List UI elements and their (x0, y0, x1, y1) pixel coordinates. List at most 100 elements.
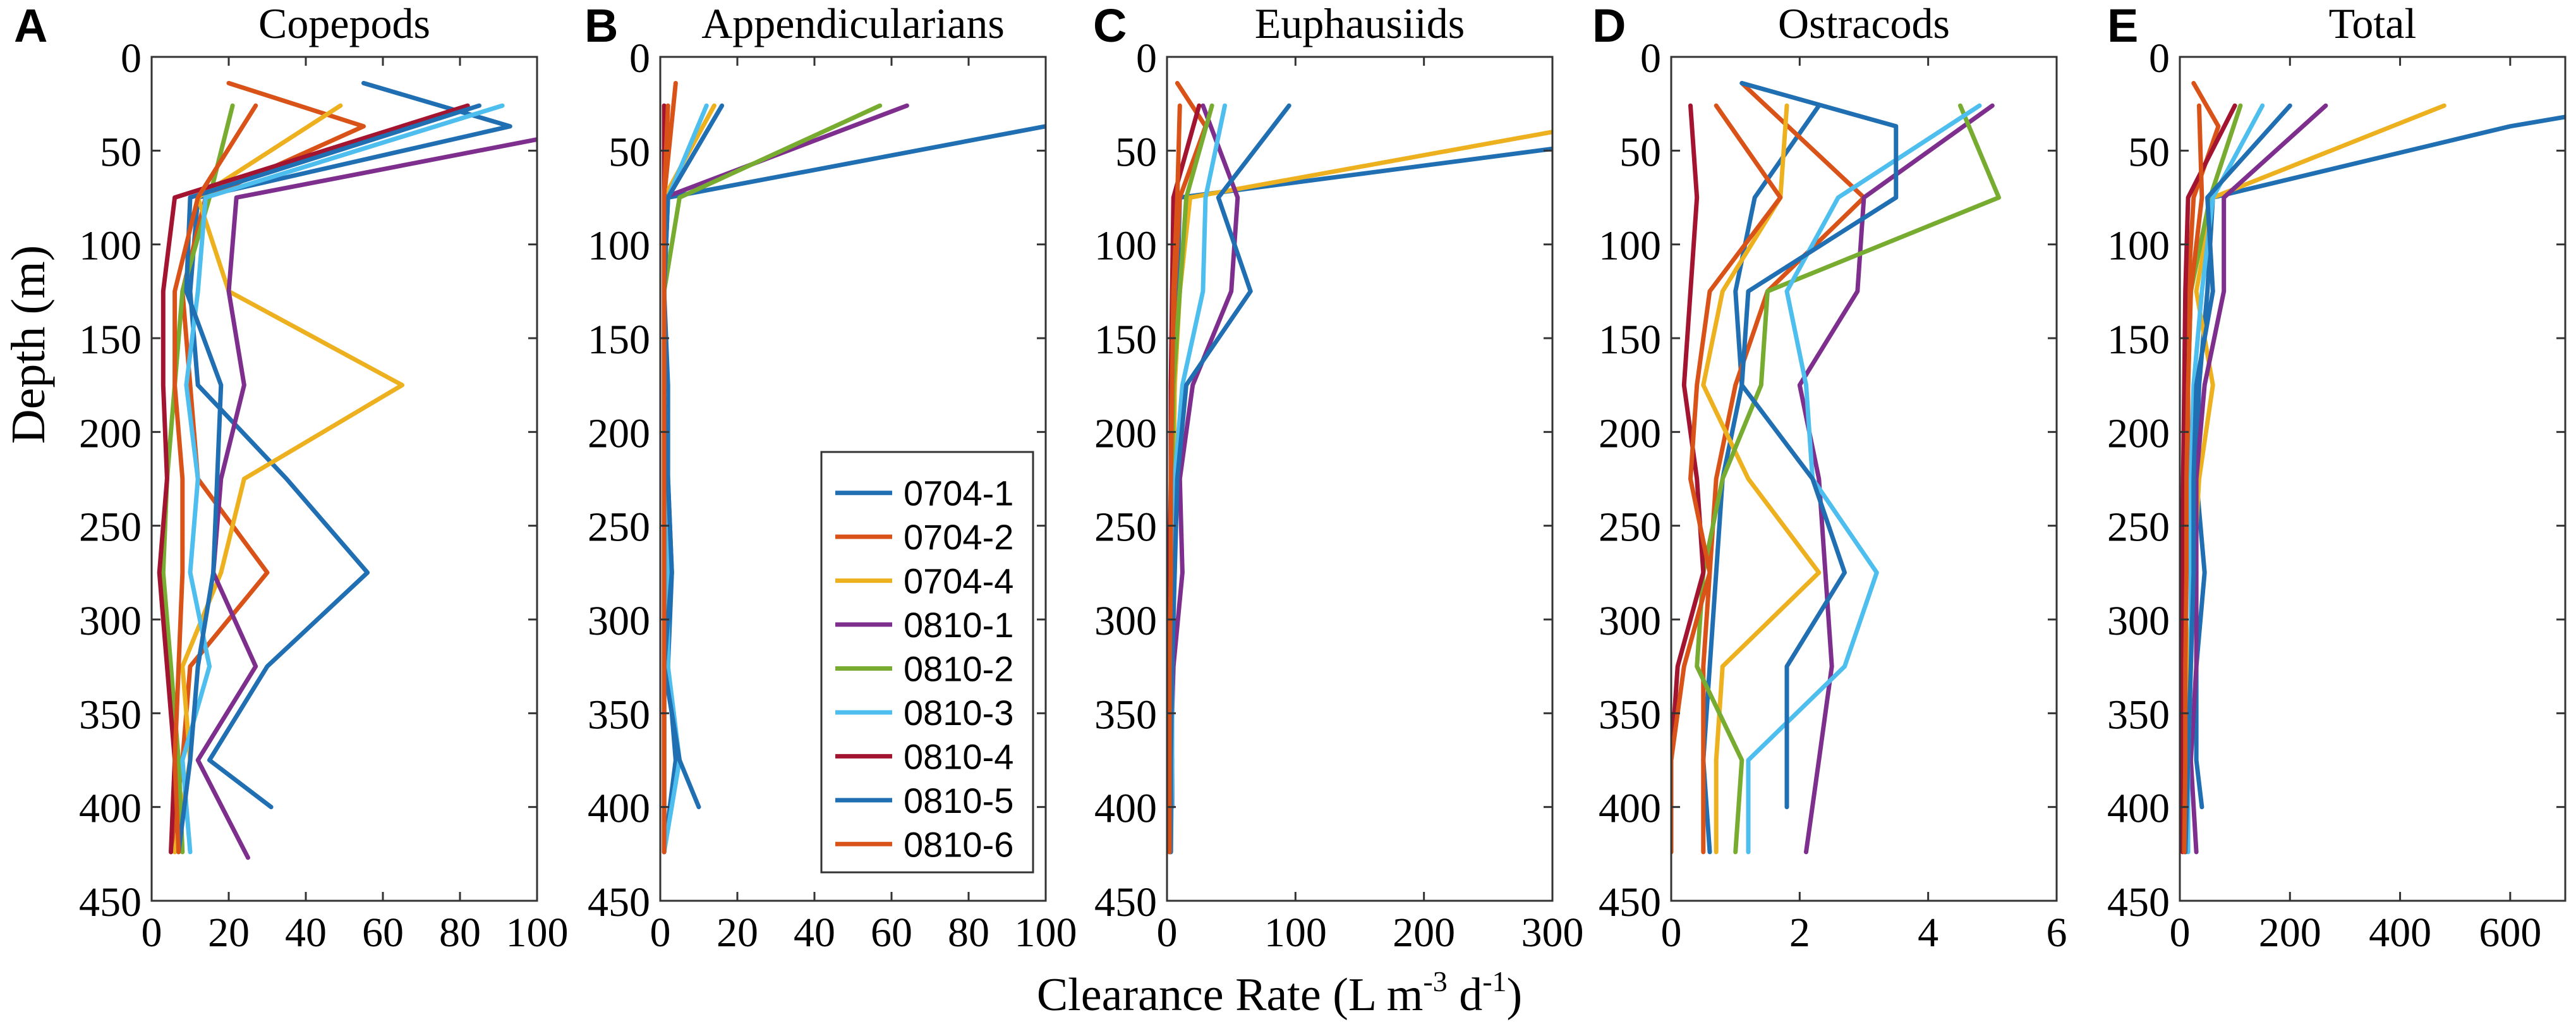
y-tick-label: 300 (1094, 598, 1157, 644)
y-tick-label: 400 (79, 786, 142, 832)
y-tick-label: 200 (1094, 410, 1157, 456)
legend-label: 0810-6 (904, 824, 1013, 864)
y-tick-label: 0 (1640, 35, 1661, 82)
x-tick-label: 60 (871, 910, 912, 956)
series-line-0810-1 (1797, 103, 1995, 855)
axes-frame (659, 56, 1047, 902)
y-tick-label: 0 (121, 35, 142, 82)
x-tick-label: 0 (650, 910, 671, 956)
legend-label: 0810-3 (904, 693, 1013, 733)
x-tick-label: 60 (362, 910, 404, 956)
y-tick-label: 50 (608, 129, 650, 175)
y-tick-label: 150 (1094, 317, 1157, 363)
panel-title: Appendicularians (701, 0, 1005, 47)
y-tick-label: 200 (1599, 410, 1661, 456)
panel-letter: E (2107, 0, 2138, 52)
x-tick-label: 40 (285, 910, 327, 956)
panel-letter: A (14, 0, 47, 52)
x-tick-label: 0 (142, 910, 162, 956)
x-tick-label: 0 (2170, 910, 2191, 956)
x-tick-label: 80 (439, 910, 481, 956)
series-line-0704-1 (1168, 146, 1552, 810)
y-tick-label: 400 (2107, 786, 2170, 832)
y-tick-label: 100 (2107, 223, 2170, 269)
series-line-0810-6 (1167, 103, 1182, 855)
y-tick-label: 450 (1599, 879, 1661, 925)
y-tick-label: 100 (588, 223, 650, 269)
legend-label: 0704-1 (904, 473, 1013, 513)
y-tick-label: 300 (1599, 598, 1661, 644)
series-line-0810-1 (2188, 103, 2328, 855)
series-line-0810-5 (662, 103, 725, 810)
panel-title: Copepods (258, 0, 430, 47)
x-tick-label: 100 (506, 910, 569, 956)
y-tick-label: 150 (1599, 317, 1661, 363)
axes-frame (150, 56, 538, 902)
series-line-0810-3 (662, 103, 709, 855)
y-tick-label: 400 (1094, 786, 1157, 832)
y-tick-label: 100 (1094, 223, 1157, 269)
y-tick-label: 450 (79, 879, 142, 925)
legend-label: 0810-5 (904, 781, 1013, 821)
y-tick-label: 200 (79, 410, 142, 456)
legend-label: 0810-2 (904, 649, 1013, 689)
y-tick-label: 50 (100, 129, 142, 175)
axes-frame (1670, 56, 2058, 902)
y-tick-label: 0 (2149, 35, 2170, 82)
y-tick-label: 350 (1599, 692, 1661, 738)
y-tick-label: 50 (1619, 129, 1661, 175)
series-lines (662, 81, 1046, 855)
y-tick-label: 450 (588, 879, 650, 925)
series-line-0704-1 (2194, 114, 2565, 810)
x-tick-label: 400 (2369, 910, 2431, 956)
x-tick-label: 200 (1393, 910, 1455, 956)
x-axis-label: Clearance Rate (L m-3 d-1) (1037, 965, 1522, 1021)
y-tick-label: 250 (2107, 504, 2170, 551)
y-tick-label: 250 (1094, 504, 1157, 551)
panel-letter: B (584, 0, 618, 52)
panel-title: Total (2329, 0, 2417, 47)
y-tick-label: 350 (79, 692, 142, 738)
legend-label: 0810-4 (904, 736, 1013, 776)
y-tick-label: 0 (629, 35, 650, 82)
series-line-0810-6 (1671, 103, 1783, 855)
series-lines (1671, 81, 2001, 855)
series-line-0704-2 (1701, 81, 1866, 855)
y-tick-label: 300 (588, 598, 650, 644)
y-tick-label: 50 (1115, 129, 1157, 175)
y-tick-label: 100 (79, 223, 142, 269)
series-line-0704-4 (1701, 103, 1822, 855)
y-tick-label: 250 (79, 504, 142, 551)
y-tick-label: 250 (1599, 504, 1661, 551)
series-line-0810-6 (2182, 103, 2204, 855)
series-line-0810-6 (662, 103, 670, 855)
x-tick-label: 6 (2047, 910, 2067, 956)
legend-label: 0704-2 (904, 517, 1013, 557)
panel-b: B Appendicularians05010015020025030035040… (584, 0, 1077, 956)
legend: 0704-10704-20704-40810-10810-20810-30810… (820, 451, 1034, 874)
series-line-0810-3 (180, 103, 505, 855)
series-line-0810-2 (1695, 103, 2001, 855)
y-tick-label: 200 (2107, 410, 2170, 456)
y-tick-label: 50 (2128, 129, 2170, 175)
y-tick-label: 0 (1136, 35, 1157, 82)
y-tick-label: 400 (1599, 786, 1661, 832)
series-line-0704-1 (188, 81, 512, 810)
series-line-0810-6 (172, 103, 258, 855)
legend-label: 0810-1 (904, 605, 1013, 645)
x-tick-label: 300 (1521, 910, 1584, 956)
y-axis-label: Depth (m) (2, 245, 55, 444)
series-lines (1167, 81, 1552, 855)
series-lines (2180, 81, 2565, 855)
x-tick-label: 40 (794, 910, 835, 956)
series-line-0810-1 (195, 137, 537, 860)
x-tick-label: 20 (208, 910, 250, 956)
y-tick-label: 350 (2107, 692, 2170, 738)
y-tick-label: 450 (2107, 879, 2170, 925)
series-line-0704-4 (1167, 130, 1552, 855)
x-tick-label: 4 (1918, 910, 1938, 956)
x-tick-label: 0 (1157, 910, 1178, 956)
series-lines (157, 81, 537, 860)
